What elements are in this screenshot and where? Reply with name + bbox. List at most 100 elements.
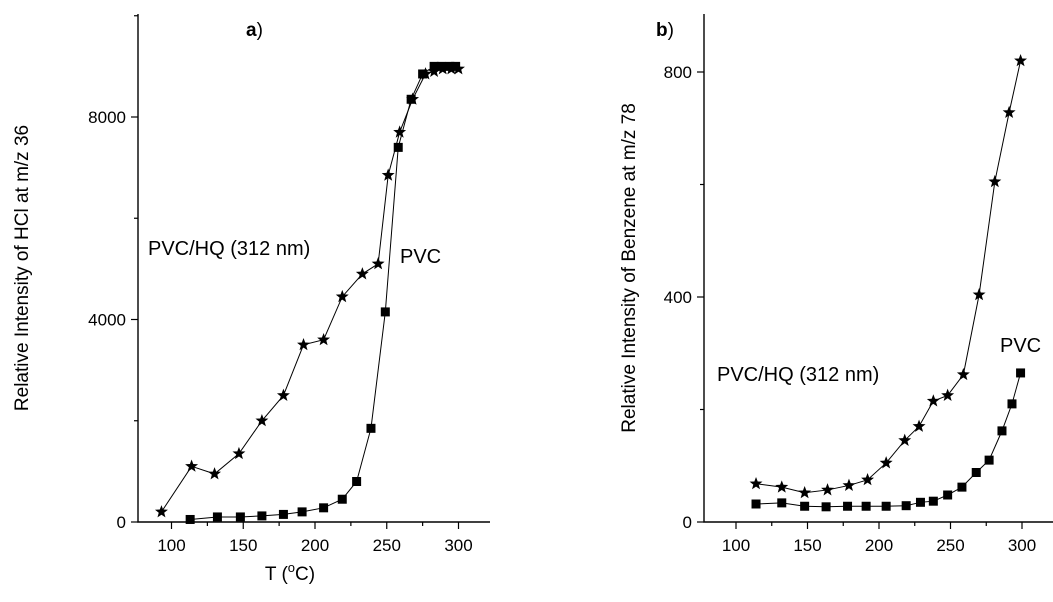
panel-a-series	[154, 61, 465, 524]
point-b-pvc-hq-4	[842, 478, 856, 491]
series-line-b-pvc-hq	[755, 60, 1022, 494]
point-b-pvc-hq-2	[798, 485, 812, 499]
point-b-pvc-2	[800, 501, 810, 511]
series-line-b-pvc	[755, 372, 1022, 508]
point-a-pvc-14	[429, 61, 439, 71]
point-b-pvc-0	[751, 499, 761, 509]
x-tick-label-a-200: 200	[301, 536, 329, 555]
annotation-pvc-hq-b: PVC/HQ (312 nm)	[717, 364, 879, 386]
annotation-pvc-hq-a: PVC/HQ (312 nm)	[148, 238, 310, 260]
series-line-a-pvc-hq	[161, 68, 459, 513]
panel-a-axes	[137, 14, 490, 523]
point-b-pvc-12	[971, 468, 981, 477]
panel-b-letter: b)	[656, 20, 674, 41]
annotation-pvc-a: PVC	[400, 246, 441, 268]
point-b-pvc-6	[881, 501, 891, 511]
point-b-pvc-14	[997, 426, 1007, 436]
point-b-pvc-hq-6	[879, 456, 893, 469]
point-a-pvc-11	[393, 142, 403, 152]
point-b-pvc-5	[861, 501, 871, 511]
point-b-pvc-8	[915, 497, 925, 507]
point-b-pvc-hq-9	[926, 394, 940, 407]
point-a-pvc-10	[380, 307, 390, 317]
point-a-pvc-1	[212, 512, 222, 522]
point-b-pvc-10	[943, 490, 953, 500]
point-b-pvc-hq-12	[972, 287, 986, 301]
y-axis-label-a: Relative Intensity of HCl at m/z 36	[12, 125, 33, 411]
y-axis-label-b: Relative Intensity of Benzene at m/z 78	[619, 103, 640, 433]
point-a-pvc-hq-9	[355, 267, 369, 280]
panel-b-ticks: 100 150 200 250 300 0 400 800	[664, 63, 1037, 555]
point-a-pvc-7	[337, 494, 347, 504]
point-a-pvc-6	[319, 503, 329, 513]
x-tick-label-b-100: 100	[722, 536, 750, 555]
x-tick-label-b-150: 150	[793, 536, 821, 555]
panel-a-ticks: 100 150 200 250 300 0 4000 8000	[88, 15, 473, 555]
x-tick-label-a-150: 150	[229, 536, 257, 555]
y-tick-label-a-0: 0	[117, 513, 126, 532]
y-tick-label-b-800: 800	[664, 63, 692, 82]
point-a-pvc-4	[278, 509, 288, 519]
point-b-pvc-16	[1016, 368, 1026, 378]
point-a-pvc-hq-1	[185, 459, 199, 472]
point-a-pvc-hq-11	[381, 168, 395, 181]
point-b-pvc-11	[957, 482, 967, 492]
y-tick-label-b-400: 400	[664, 288, 692, 307]
point-b-pvc-hq-11	[956, 367, 970, 381]
point-a-pvc-hq-6	[297, 338, 310, 351]
point-a-pvc-hq-12	[393, 125, 407, 138]
point-b-pvc-hq-5	[861, 473, 875, 486]
point-a-pvc-0	[185, 514, 195, 524]
series-line-a-pvc	[190, 65, 456, 520]
point-a-pvc-13	[418, 69, 428, 79]
point-b-pvc-hq-15	[1014, 53, 1028, 67]
point-b-pvc-13	[984, 455, 994, 465]
point-b-pvc-hq-13	[988, 174, 1002, 188]
point-b-pvc-hq-3	[821, 483, 834, 496]
point-b-pvc-hq-0	[749, 476, 763, 490]
point-a-pvc-hq-4	[255, 413, 269, 427]
point-a-pvc-9	[366, 423, 376, 433]
panel-b-axes	[703, 14, 1053, 523]
point-a-pvc-hq-3	[232, 446, 246, 460]
x-tick-label-b-200: 200	[865, 536, 893, 555]
point-b-pvc-1	[777, 498, 787, 508]
point-a-pvc-5	[297, 507, 307, 517]
point-a-pvc-3	[257, 511, 267, 521]
point-a-pvc-hq-0	[154, 505, 168, 518]
point-b-pvc-hq-10	[941, 388, 955, 401]
panel-a-letter: a)	[246, 20, 263, 41]
point-a-pvc-2	[235, 512, 245, 522]
x-tick-label-a-300: 300	[444, 536, 472, 555]
point-b-pvc-hq-1	[775, 480, 789, 493]
point-b-pvc-9	[928, 496, 938, 506]
point-a-pvc-hq-2	[208, 467, 222, 480]
panel-a-chart: a) PVC/HQ (312 nm) PVC T (oC) Relative I…	[12, 14, 490, 585]
point-a-pvc-hq-10	[371, 257, 385, 270]
point-b-pvc-hq-7	[898, 433, 912, 446]
point-a-pvc-17	[451, 61, 461, 71]
point-b-pvc-7	[901, 501, 911, 511]
panel-b-series	[749, 53, 1028, 512]
point-a-pvc-hq-5	[276, 388, 290, 401]
point-a-pvc-8	[352, 477, 362, 486]
y-tick-label-b-0: 0	[683, 513, 692, 532]
annotation-pvc-b: PVC	[1000, 335, 1041, 357]
x-tick-label-b-250: 250	[936, 536, 964, 555]
point-b-pvc-15	[1007, 399, 1017, 409]
y-tick-label-a-8000: 8000	[88, 108, 126, 127]
point-b-pvc-4	[843, 501, 853, 511]
point-a-pvc-12	[406, 94, 416, 104]
x-tick-label-b-300: 300	[1008, 536, 1036, 555]
point-a-pvc-15	[436, 61, 446, 71]
y-tick-label-a-4000: 4000	[88, 311, 126, 330]
point-a-pvc-16	[445, 61, 455, 71]
x-tick-label-a-100: 100	[157, 536, 185, 555]
point-a-pvc-hq-8	[335, 289, 349, 303]
point-b-pvc-hq-14	[1002, 105, 1016, 118]
point-b-pvc-hq-8	[912, 419, 926, 432]
panel-b-chart: b) PVC/HQ (312 nm) PVC Relative Intensit…	[619, 14, 1053, 555]
point-b-pvc-3	[821, 502, 831, 512]
x-tick-label-a-250: 250	[373, 536, 401, 555]
